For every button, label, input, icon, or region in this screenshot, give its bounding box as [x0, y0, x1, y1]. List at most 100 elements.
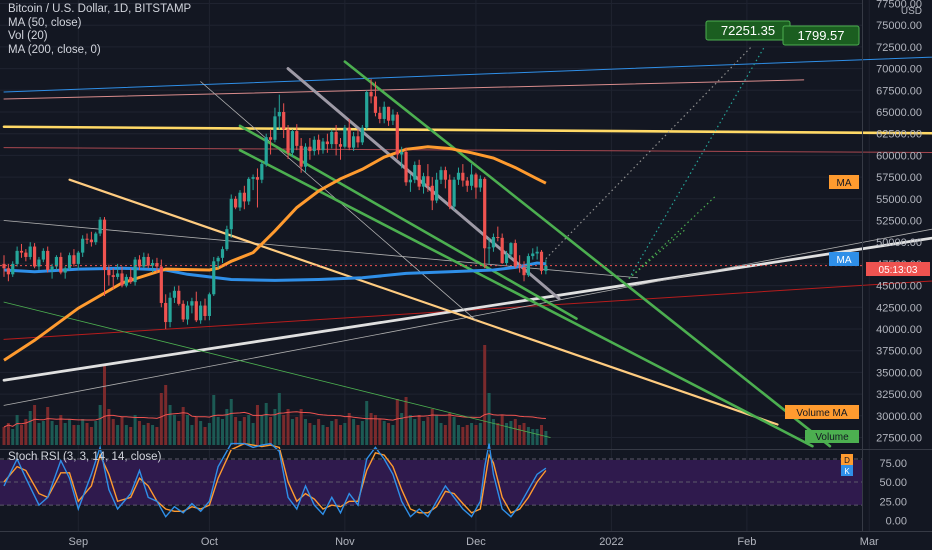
candle-body: [2, 263, 6, 269]
candle-body: [273, 116, 277, 140]
price-targets[interactable]: 72251.35 1799.57: [705, 20, 860, 46]
trendline: [3, 147, 932, 153]
volume-bar: [203, 427, 207, 445]
volume-bar: [286, 409, 290, 445]
price-axis[interactable]: USD 77500.00 75000.00 72500.00 70000.00 6750…: [876, 0, 922, 445]
candle-body: [59, 256, 63, 273]
volume-bar: [37, 423, 41, 445]
time-tick-label: Dec: [466, 536, 486, 548]
candle-body: [290, 131, 295, 153]
candle-body: [247, 178, 251, 202]
stoch-rsi-legend[interactable]: Stoch RSI (3, 3, 14, 14, close): [8, 451, 162, 463]
time-axis[interactable]: Sep Oct Nov Dec 2022 Feb Mar: [69, 536, 880, 548]
volume-bar: [24, 419, 28, 445]
candle-body: [491, 236, 496, 248]
volume-bar: [172, 415, 176, 445]
volume-bar: [522, 423, 526, 445]
volume-bar: [330, 421, 334, 445]
target-label-1: 72251.35: [721, 23, 775, 38]
rsi-tick-label: 75.00: [879, 458, 907, 470]
volume-bar: [426, 417, 430, 445]
candle-body: [526, 256, 530, 276]
candle-body: [395, 114, 399, 155]
candle-body: [111, 275, 115, 277]
rsi-axis[interactable]: 75.00 50.00 25.00 0.00: [879, 458, 907, 528]
price-tick-label: 55000.00: [876, 194, 922, 206]
volume-legend[interactable]: Vol (20): [8, 30, 48, 42]
candle-body: [356, 136, 360, 143]
price-tick-label: 67500.00: [876, 85, 922, 97]
candle-body: [321, 141, 325, 151]
axis-badges: MA MA 05:13:03 Volume MA Volume D K: [785, 175, 930, 476]
trendline: [3, 56, 932, 93]
candle-body: [220, 249, 225, 258]
ma200-badge-label: MA: [837, 255, 852, 266]
candle-body: [360, 127, 364, 143]
volume-bar: [247, 415, 251, 445]
volume-bar: [465, 425, 469, 445]
trendline: [3, 220, 639, 279]
candle-body: [391, 114, 395, 121]
candle-body: [164, 302, 168, 323]
volume-bar: [343, 423, 347, 445]
ma50-legend[interactable]: MA (50, close): [8, 16, 82, 29]
volume-bar: [535, 429, 539, 445]
candle-body: [19, 250, 24, 253]
candle-body: [325, 141, 329, 145]
candle-body: [46, 250, 50, 270]
rsi-k-badge-label: K: [844, 467, 850, 476]
volume-bar: [295, 417, 299, 445]
candle-body: [373, 96, 378, 113]
volume-bar: [391, 425, 395, 445]
candle-body: [63, 268, 67, 273]
candle-body: [98, 219, 102, 234]
volume-bar: [474, 425, 478, 445]
candle-body: [299, 145, 303, 167]
ma200-legend[interactable]: MA (200, close, 0): [8, 43, 101, 56]
price-tick-label: 65000.00: [876, 107, 922, 119]
volume-bars: [2, 345, 548, 445]
candle-body: [41, 250, 45, 260]
volume-bar: [177, 421, 181, 445]
volume-bar: [387, 423, 391, 445]
volume-bar: [422, 421, 426, 445]
candle-body: [81, 238, 85, 253]
candle-body: [242, 192, 246, 202]
target-box-2[interactable]: [782, 25, 860, 46]
volume-bar: [518, 425, 522, 445]
trendline: [3, 79, 805, 100]
volume-bar: [299, 409, 303, 445]
volume-bar: [308, 423, 312, 445]
volume-badge-label: Volume: [815, 432, 849, 443]
ma200-line: [3, 261, 547, 282]
time-tick-label: Feb: [737, 536, 756, 548]
symbol-title[interactable]: Bitcoin / U.S. Dollar, 1D, BITSTAMP: [8, 3, 192, 15]
volume-bar: [59, 415, 63, 445]
volume-bar: [347, 413, 351, 445]
price-tick-label: 75000.00: [876, 20, 922, 32]
volume-bar: [312, 425, 316, 445]
candle-body: [483, 178, 487, 249]
price-tick-label: 42500.00: [876, 302, 922, 314]
candle-body: [413, 164, 417, 180]
volume-bar: [155, 427, 159, 445]
candle-body: [417, 164, 421, 187]
candle-body: [303, 146, 308, 167]
volume-bar: [378, 419, 382, 445]
volume-bar: [120, 417, 124, 445]
volume-bar: [33, 405, 37, 445]
volume-bar: [483, 345, 487, 445]
volume-bar: [400, 413, 404, 445]
volume-bar: [487, 393, 491, 445]
volume-bar: [404, 397, 408, 445]
candle-body: [435, 179, 439, 201]
volume-bar: [207, 423, 211, 445]
candle-body: [199, 305, 203, 321]
volume-bar: [194, 417, 198, 445]
time-tick-label: Sep: [69, 536, 89, 548]
candle-body: [185, 305, 190, 320]
rsi-d-badge: [841, 454, 853, 465]
candle-body: [107, 269, 111, 276]
